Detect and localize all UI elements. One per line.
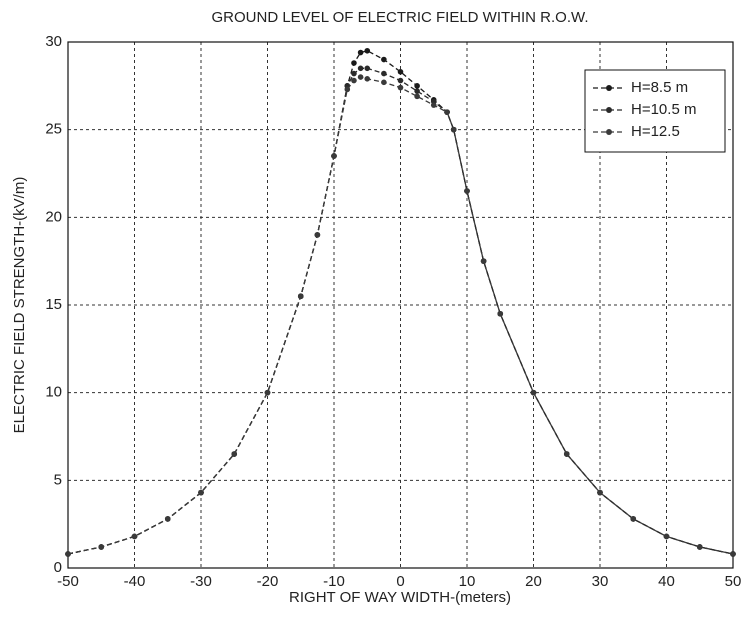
data-point [314, 232, 321, 238]
x-tick-label: 40 [658, 573, 675, 590]
y-tick-label: 20 [45, 208, 62, 225]
data-point [414, 88, 420, 94]
x-tick-label: 10 [459, 573, 476, 590]
x-tick-label: 0 [396, 573, 404, 590]
x-tick-label: -30 [190, 573, 212, 590]
legend-label: H=10.5 m [631, 101, 696, 118]
data-point [480, 258, 487, 264]
data-point [131, 533, 138, 540]
data-point [696, 544, 703, 550]
data-point [357, 65, 364, 72]
legend-marker [606, 85, 612, 91]
y-tick-label: 25 [45, 121, 62, 138]
x-tick-label: -50 [57, 573, 79, 590]
x-tick-label: -40 [124, 573, 146, 590]
data-point [414, 93, 420, 100]
data-point [351, 77, 357, 84]
data-point [198, 489, 204, 496]
data-point [464, 188, 470, 194]
data-point [663, 533, 670, 540]
x-tick-label: -10 [323, 573, 345, 590]
y-tick-label: 10 [45, 384, 62, 401]
data-point [357, 74, 364, 80]
y-tick-label: 30 [45, 33, 62, 50]
y-axis-label: ELECTRIC FIELD STRENGTH-(kV/m) [11, 177, 28, 434]
data-point [297, 293, 304, 300]
data-point [430, 102, 437, 108]
legend-label: H=8.5 m [631, 79, 688, 96]
data-point [98, 544, 105, 550]
data-point [357, 49, 364, 56]
data-point [563, 451, 570, 457]
y-tick-label: 15 [45, 296, 62, 313]
data-point [381, 70, 387, 77]
data-point [351, 60, 357, 66]
data-point [364, 47, 371, 54]
data-point [264, 389, 271, 396]
plot-frame [67, 41, 734, 569]
data-point [530, 389, 537, 396]
legend-marker [606, 129, 612, 135]
y-tick-label: 0 [54, 559, 62, 576]
x-tick-label: 30 [592, 573, 609, 590]
data-point [397, 69, 404, 75]
data-point [164, 516, 171, 522]
data-point [397, 84, 404, 91]
data-point [597, 489, 603, 496]
data-point [397, 77, 404, 84]
x-tick-label: 50 [725, 573, 742, 590]
data-point [381, 56, 387, 63]
data-point [414, 83, 420, 89]
x-tick-label: 20 [525, 573, 542, 590]
data-point [381, 79, 387, 86]
legend-marker [606, 107, 612, 113]
x-axis-label: RIGHT OF WAY WIDTH-(meters) [289, 589, 511, 606]
data-point [630, 516, 637, 522]
chart-title: GROUND LEVEL OF ELECTRIC FIELD WITHIN R.… [212, 9, 589, 26]
data-point [331, 153, 337, 159]
y-tick-label: 5 [54, 471, 62, 488]
data-point [344, 86, 351, 93]
data-point [364, 76, 371, 82]
data-point [444, 109, 450, 115]
data-point [364, 65, 371, 72]
x-tick-label: -20 [257, 573, 279, 590]
data-point [351, 70, 357, 77]
data-point [450, 126, 457, 133]
data-point [730, 551, 736, 557]
legend-label: H=12.5 [631, 123, 680, 140]
data-point [497, 310, 504, 317]
data-point [231, 451, 238, 457]
series-line [67, 50, 734, 555]
data-point [65, 551, 71, 557]
series-line [67, 76, 734, 555]
